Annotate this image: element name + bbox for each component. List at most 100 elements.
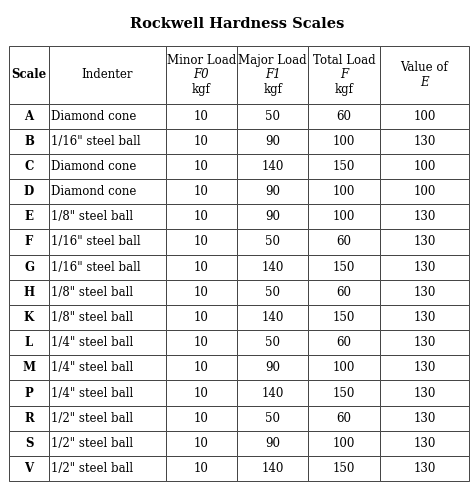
Text: 50: 50 <box>265 336 280 349</box>
Text: 60: 60 <box>337 286 351 299</box>
Bar <box>308 204 380 229</box>
Bar <box>308 381 380 406</box>
Bar <box>48 179 166 204</box>
Bar <box>380 46 469 104</box>
Bar <box>166 154 237 179</box>
Text: F1: F1 <box>265 69 281 81</box>
Text: D: D <box>24 185 34 198</box>
Bar <box>237 46 308 104</box>
Bar <box>380 355 469 381</box>
Text: 10: 10 <box>194 260 209 274</box>
Bar <box>166 305 237 330</box>
Bar <box>48 255 166 280</box>
Bar <box>9 229 48 255</box>
Bar <box>9 129 48 154</box>
Text: 60: 60 <box>337 110 351 122</box>
Bar <box>308 305 380 330</box>
Text: B: B <box>24 135 34 148</box>
Text: kgf: kgf <box>335 83 354 96</box>
Bar <box>166 406 237 431</box>
Text: F: F <box>25 236 33 248</box>
Text: 140: 140 <box>262 311 284 324</box>
Bar <box>48 204 166 229</box>
Text: 50: 50 <box>265 236 280 248</box>
Text: 100: 100 <box>333 437 355 450</box>
Bar <box>9 154 48 179</box>
Text: 130: 130 <box>413 260 436 274</box>
Text: A: A <box>25 110 34 122</box>
Text: 1/16" steel ball: 1/16" steel ball <box>51 260 141 274</box>
Bar <box>380 129 469 154</box>
Text: 90: 90 <box>265 362 280 374</box>
Bar <box>166 255 237 280</box>
Bar <box>166 355 237 381</box>
Bar <box>9 46 48 104</box>
Text: 130: 130 <box>413 286 436 299</box>
Text: V: V <box>25 462 34 475</box>
Text: 10: 10 <box>194 185 209 198</box>
Text: 1/2" steel ball: 1/2" steel ball <box>51 462 133 475</box>
Text: 100: 100 <box>413 185 436 198</box>
Bar <box>166 179 237 204</box>
Bar <box>237 129 308 154</box>
Text: 130: 130 <box>413 236 436 248</box>
Text: Rockwell Hardness Scales: Rockwell Hardness Scales <box>130 17 344 31</box>
Bar <box>166 456 237 481</box>
Bar <box>9 381 48 406</box>
Bar <box>380 154 469 179</box>
Bar <box>9 179 48 204</box>
Text: 100: 100 <box>413 160 436 173</box>
Bar <box>308 406 380 431</box>
Text: 100: 100 <box>333 362 355 374</box>
Text: F: F <box>340 69 348 81</box>
Bar <box>308 431 380 456</box>
Text: 130: 130 <box>413 311 436 324</box>
Bar <box>237 431 308 456</box>
Text: E: E <box>25 210 34 223</box>
Text: S: S <box>25 437 33 450</box>
Text: 130: 130 <box>413 437 436 450</box>
Text: 130: 130 <box>413 210 436 223</box>
Text: F0: F0 <box>193 69 209 81</box>
Text: Value of: Value of <box>401 61 448 74</box>
Bar <box>48 406 166 431</box>
Text: 10: 10 <box>194 386 209 399</box>
Bar <box>237 406 308 431</box>
Bar <box>48 431 166 456</box>
Text: 140: 140 <box>262 386 284 399</box>
Text: Indenter: Indenter <box>82 69 133 81</box>
Text: 1/16" steel ball: 1/16" steel ball <box>51 135 141 148</box>
Text: H: H <box>23 286 35 299</box>
Text: 1/4" steel ball: 1/4" steel ball <box>51 362 133 374</box>
Text: 10: 10 <box>194 336 209 349</box>
Text: Major Load: Major Load <box>238 54 307 67</box>
Bar <box>9 280 48 305</box>
Bar <box>166 431 237 456</box>
Bar <box>48 280 166 305</box>
Bar <box>308 129 380 154</box>
Text: 10: 10 <box>194 286 209 299</box>
Text: Total Load: Total Load <box>313 54 375 67</box>
Text: 100: 100 <box>333 210 355 223</box>
Bar <box>308 154 380 179</box>
Bar <box>9 204 48 229</box>
Bar <box>308 255 380 280</box>
Bar <box>308 104 380 129</box>
Bar <box>48 456 166 481</box>
Bar <box>380 204 469 229</box>
Bar <box>237 204 308 229</box>
Bar <box>380 255 469 280</box>
Text: M: M <box>23 362 36 374</box>
Bar <box>166 280 237 305</box>
Text: 50: 50 <box>265 110 280 122</box>
Text: 1/8" steel ball: 1/8" steel ball <box>51 210 133 223</box>
Text: 90: 90 <box>265 185 280 198</box>
Bar <box>166 129 237 154</box>
Bar <box>237 330 308 355</box>
Text: Diamond cone: Diamond cone <box>51 160 137 173</box>
Text: 10: 10 <box>194 437 209 450</box>
Text: G: G <box>24 260 34 274</box>
Text: 1/8" steel ball: 1/8" steel ball <box>51 286 133 299</box>
Text: 150: 150 <box>333 386 355 399</box>
Bar <box>166 46 237 104</box>
